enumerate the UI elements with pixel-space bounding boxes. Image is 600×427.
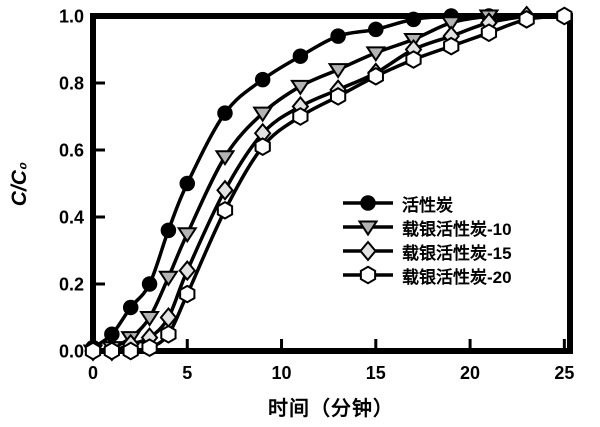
marker-hexagon	[443, 36, 460, 56]
y-tick-label: 0.2	[59, 275, 84, 295]
marker-circle	[217, 105, 233, 121]
legend-marker-hexagon	[343, 265, 393, 285]
marker-circle	[292, 48, 309, 64]
marker-hexagon	[405, 50, 422, 69]
marker-hexagon	[84, 341, 102, 361]
series-diamond	[84, 5, 536, 362]
marker-triangle-down	[139, 311, 160, 327]
legend: 活性炭载银活性炭-10 载银活性炭-15 载银活性炭-20	[342, 191, 512, 287]
x-tick-label: 0	[88, 363, 98, 383]
legend-marker-diamond	[343, 240, 393, 262]
marker-circle	[179, 175, 196, 192]
legend-label: 载银活性炭-20	[402, 267, 512, 287]
marker-triangle-down	[214, 150, 236, 167]
x-tick-label: 15	[366, 363, 386, 383]
x-tick-label: 20	[460, 363, 480, 383]
marker-triangle-down	[176, 227, 198, 244]
legend-marker-triangle-down	[343, 220, 393, 237]
marker-hexagon	[329, 87, 347, 106]
marker-circle	[330, 28, 346, 44]
marker-triangle-down	[158, 270, 179, 287]
marker-hexagon	[254, 137, 271, 157]
legend-item-diamond: 载银活性炭-15	[342, 239, 512, 263]
marker-circle	[254, 71, 271, 88]
y-tick-label: 0.8	[59, 74, 84, 94]
series-line	[92, 14, 490, 353]
marker-circle	[122, 299, 139, 316]
marker-hexagon	[518, 9, 535, 29]
marker-hexagon	[122, 341, 139, 361]
y-axis-label: C/C₀	[8, 161, 31, 207]
marker-hexagon	[556, 6, 573, 26]
legend-item-circle: 活性炭	[342, 191, 512, 215]
marker-hexagon	[179, 284, 196, 304]
y-tick-label: 0.0	[59, 342, 84, 362]
x-tick-label: 25	[554, 363, 574, 383]
marker-hexagon	[141, 338, 158, 358]
y-tick-label: 0.4	[59, 208, 84, 228]
marker-triangle-down	[252, 106, 274, 123]
series-circle	[85, 8, 497, 356]
marker-triangle-down	[357, 220, 379, 237]
series-line	[91, 13, 489, 350]
marker-circle	[160, 222, 177, 239]
marker-hexagon	[480, 23, 498, 43]
legend-marker-circle	[343, 195, 393, 211]
x-axis-label: 时间（分钟）	[268, 398, 394, 420]
marker-diamond	[178, 260, 197, 282]
marker-triangle-down	[440, 16, 462, 33]
legend-item-triangle-down: 载银活性炭-10	[342, 215, 512, 239]
y-tick-label: 1.0	[59, 7, 84, 27]
marker-diamond	[359, 240, 377, 262]
y-tick-label: 0.6	[59, 141, 84, 161]
marker-circle	[141, 276, 158, 292]
marker-triangle-down	[327, 63, 349, 79]
legend-label: 载银活性炭-15	[402, 243, 512, 263]
legend-label: 活性炭	[402, 195, 453, 215]
marker-circle	[368, 21, 384, 38]
x-tick-label: 10	[272, 363, 292, 383]
marker-circle	[104, 326, 120, 342]
marker-triangle-down	[290, 79, 311, 96]
marker-hexagon	[103, 341, 120, 361]
marker-hexagon	[367, 66, 384, 86]
legend-item-hexagon: 载银活性炭-20	[342, 263, 512, 287]
series-line	[92, 14, 565, 354]
x-tick-label: 5	[182, 363, 192, 383]
marker-triangle-down	[365, 46, 387, 63]
marker-hexagon	[292, 107, 309, 126]
marker-hexagon	[216, 200, 234, 220]
marker-circle	[405, 11, 422, 28]
series-hexagon	[84, 6, 573, 361]
marker-hexagon	[160, 324, 177, 344]
marker-hexagon	[359, 265, 377, 285]
plot-frame	[90, 13, 573, 354]
marker-circle	[360, 195, 376, 211]
marker-diamond	[216, 179, 234, 201]
legend-label: 载银活性炭-10	[402, 219, 512, 239]
